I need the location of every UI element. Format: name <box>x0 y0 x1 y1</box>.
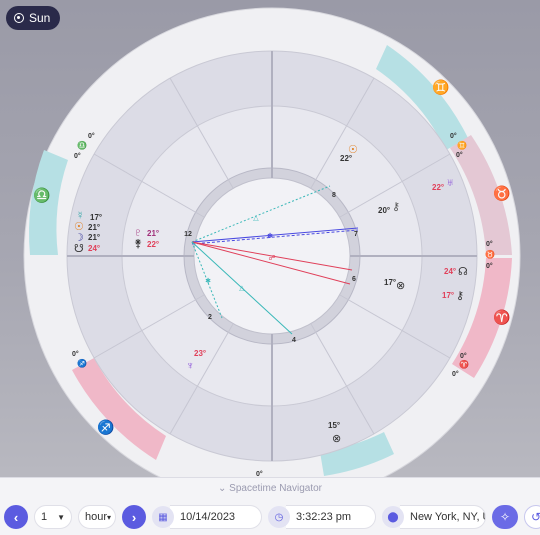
svg-text:△: △ <box>253 215 259 222</box>
svg-text:17°: 17° <box>90 213 102 222</box>
svg-text:21°: 21° <box>88 223 100 232</box>
next-button[interactable]: › <box>122 505 146 529</box>
chiron-glyph-2: ⚷ <box>456 290 464 302</box>
clock-icon: ◷ <box>268 506 290 528</box>
svg-text:24°: 24° <box>88 244 100 253</box>
sagittarius-band <box>72 358 166 460</box>
svg-text:20°: 20° <box>378 206 390 215</box>
sagittarius-glyph: ♐ <box>97 419 114 436</box>
svg-text:✱: ✱ <box>267 232 273 240</box>
pluto-glyph: ♇ <box>134 227 142 239</box>
svg-text:17°: 17° <box>384 278 396 287</box>
house-6: 6 <box>352 276 356 283</box>
house-8: 8 <box>332 192 336 199</box>
taurus-band <box>450 135 512 255</box>
aspect-line <box>191 241 293 335</box>
chevron-down-icon: ⌄ <box>218 483 227 494</box>
svg-text:21°: 21° <box>88 233 100 242</box>
chart-wheel: ♊ ♉ ♈ ♎ ♐ 12 2 <box>23 7 521 478</box>
svg-text:15°: 15° <box>328 421 340 430</box>
step-value-select[interactable]: 1 ▼ <box>34 505 72 529</box>
svg-text:♈: ♈ <box>459 359 469 369</box>
cusp-label: 0° <box>88 132 95 140</box>
time-input[interactable]: 3:32:23 pm <box>286 505 376 529</box>
cusp-label: 0° <box>452 370 459 378</box>
bottom-band <box>320 432 394 476</box>
aspect-line <box>191 185 331 243</box>
cusp-label: 0° <box>486 240 493 248</box>
caret-down-icon: ▼ <box>57 512 65 522</box>
svg-text:24°: 24° <box>444 267 456 276</box>
svg-text:♎: ♎ <box>77 140 87 150</box>
part-fortune-glyph-2: ⊗ <box>332 433 341 445</box>
part-fortune-glyph: ⊗ <box>396 280 405 292</box>
navigator-title[interactable]: ⌄ Spacetime Navigator <box>0 477 540 499</box>
cusp-label: 0° <box>256 470 263 478</box>
svg-text:♐: ♐ <box>77 358 87 368</box>
sun-glyph: ☉ <box>348 144 358 156</box>
cusp-label: 0° <box>72 350 79 358</box>
svg-text:✱: ✱ <box>205 277 211 285</box>
calendar-icon: ▦ <box>152 506 174 528</box>
caret-down-icon: ▾ <box>107 512 112 522</box>
house-12: 12 <box>184 231 192 238</box>
cusp-label: 0° <box>460 352 467 360</box>
date-input[interactable]: 10/14/2023 <box>170 505 262 529</box>
magic-wand-button[interactable]: ✧ <box>492 505 518 529</box>
moon-glyph: ☽ <box>74 232 84 244</box>
step-unit-select[interactable]: hour ▾ <box>78 505 116 529</box>
mercury-glyph: ☿ <box>76 210 84 222</box>
aspect-line <box>191 241 351 285</box>
aspect-line <box>191 227 359 243</box>
navigator-bar: ‹ 1 ▼ hour ▾ › ▦ 10/14/2023 ◷ 3:32:23 pm… <box>0 499 540 535</box>
svg-text:21°: 21° <box>147 229 159 238</box>
chiron-glyph: ⚷ <box>392 201 400 213</box>
house-2: 2 <box>208 314 212 321</box>
svg-text:♊: ♊ <box>457 140 467 150</box>
neptune-glyph: ♆ <box>186 360 194 372</box>
cusp-label: 0° <box>74 152 81 160</box>
north-node-glyph: ☊ <box>458 266 468 278</box>
svg-text:22°: 22° <box>432 183 444 192</box>
house-4: 4 <box>292 337 296 344</box>
cusp-label: 0° <box>456 151 463 159</box>
aspect-line <box>191 229 359 245</box>
cusp-label: 0° <box>486 262 493 270</box>
sun-label: Sun <box>29 11 51 25</box>
libra-band <box>29 150 68 255</box>
location-input[interactable]: New York, NY, U <box>400 505 486 529</box>
gemini-glyph: ♊ <box>432 79 449 96</box>
svg-text:17°: 17° <box>442 291 454 300</box>
taurus-glyph: ♉ <box>493 185 510 202</box>
house-7: 7 <box>354 231 358 238</box>
sun-icon <box>14 13 24 23</box>
sun-glyph-2: ☉ <box>74 221 84 233</box>
south-node-glyph: ☋ <box>74 243 84 255</box>
vesta-glyph: ⚵ <box>134 238 142 250</box>
svg-text:△: △ <box>239 285 245 292</box>
svg-text:22°: 22° <box>147 240 159 249</box>
previous-button[interactable]: ‹ <box>4 505 28 529</box>
location-pin-icon: ⬤ <box>382 506 404 528</box>
svg-text:☍: ☍ <box>268 254 275 262</box>
gemini-band <box>376 45 468 150</box>
cusp-label: 0° <box>450 132 457 140</box>
svg-text:23°: 23° <box>194 349 206 358</box>
aspect-line <box>191 241 353 271</box>
sun-toggle-button[interactable]: Sun <box>6 6 61 30</box>
svg-text:22°: 22° <box>340 154 352 163</box>
uranus-glyph: ♅ <box>446 177 454 189</box>
svg-text:♉: ♉ <box>485 249 495 259</box>
aspect-line <box>191 241 223 319</box>
libra-glyph: ♎ <box>33 187 50 204</box>
aries-glyph: ♈ <box>493 309 510 326</box>
aries-band <box>452 258 512 378</box>
reset-time-button[interactable]: ↺ <box>524 505 540 529</box>
